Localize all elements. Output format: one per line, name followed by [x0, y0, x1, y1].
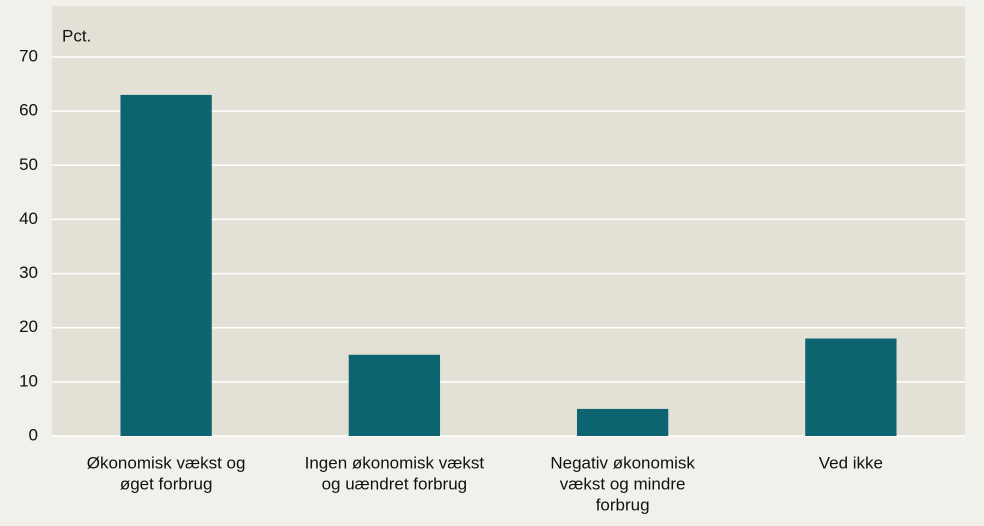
x-tick-label: Negativ økonomisk [550, 453, 695, 472]
x-tick-label: Ingen økonomisk vækst [305, 453, 485, 472]
y-tick-label: 20 [19, 317, 38, 336]
y-tick-label: 30 [19, 263, 38, 282]
x-tick-label: Økonomisk vækst og [87, 453, 246, 472]
x-tick-label: øget forbrug [120, 474, 213, 493]
y-axis-label: Pct. [62, 26, 91, 45]
x-tick-label: vækst og mindre [560, 474, 686, 493]
x-tick-label: forbrug [596, 495, 650, 514]
bar [576, 408, 669, 436]
y-tick-label: 50 [19, 155, 38, 174]
y-tick-label: 40 [19, 209, 38, 228]
bar [805, 338, 897, 436]
bar [348, 354, 441, 436]
x-tick-label: Ved ikke [819, 453, 883, 472]
y-tick-label: 0 [29, 425, 38, 444]
y-tick-label: 10 [19, 371, 38, 390]
bar [120, 94, 212, 437]
x-tick-label: og uændret forbrug [322, 474, 468, 493]
y-tick-label: 60 [19, 101, 38, 120]
y-tick-label: 70 [19, 46, 38, 65]
